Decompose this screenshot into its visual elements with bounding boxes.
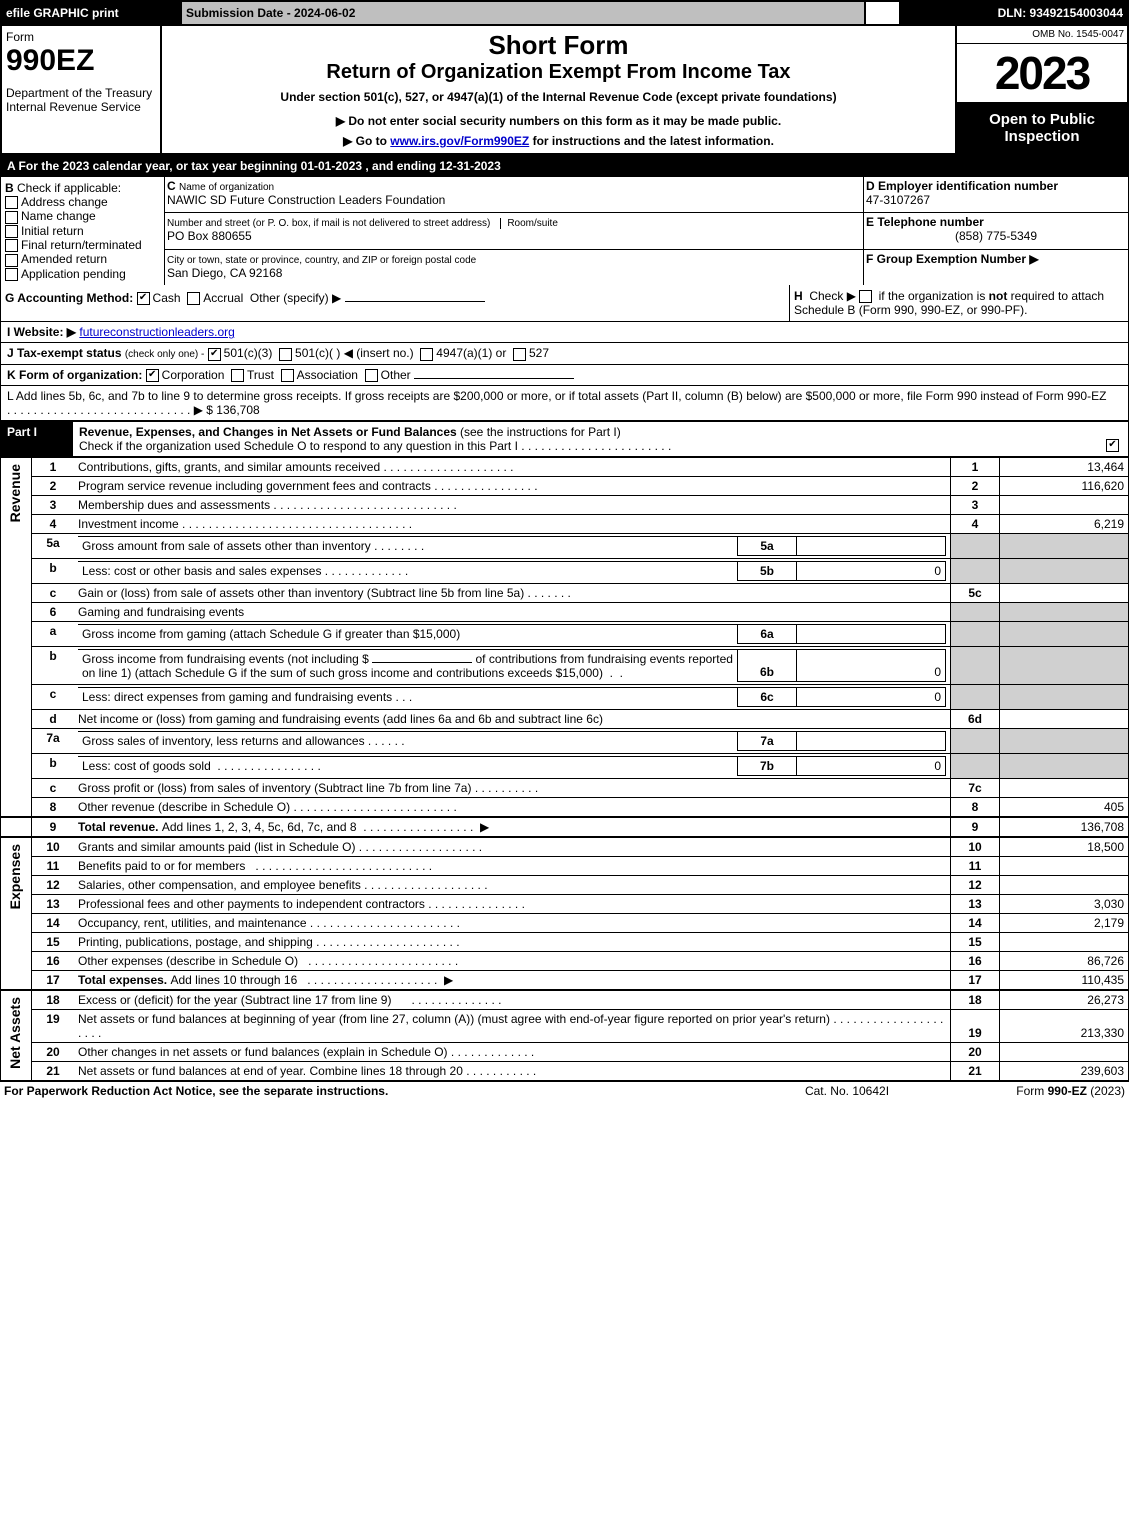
box-f: F Group Exemption Number ▶ [864,249,1129,285]
other-org-checkbox[interactable] [365,369,378,382]
ein: 47-3107267 [866,193,930,207]
gross-receipts: 136,708 [216,403,259,417]
line-13-value: 3,030 [1000,895,1129,914]
501c3-checkbox[interactable] [208,348,221,361]
line-17-value: 110,435 [1000,971,1129,991]
amended-checkbox[interactable] [5,254,18,267]
line-5a-value [797,536,946,555]
revenue-label: Revenue [5,460,25,526]
irs-label: Internal Revenue Service [6,100,156,114]
4947-checkbox[interactable] [420,348,433,361]
line-18-value: 26,273 [1000,990,1129,1010]
form-number: 990EZ [6,44,156,78]
line-20-value [1000,1043,1129,1062]
line-9-value: 136,708 [1000,817,1129,837]
line-5c-value [1000,583,1129,602]
line-g-label: G Accounting Method: [5,291,133,305]
line-k: K Form of organization: Corporation Trus… [0,365,1129,386]
final-return-checkbox[interactable] [5,239,18,252]
city-state-zip: San Diego, CA 92168 [167,266,282,280]
line-19-value: 213,330 [1000,1010,1129,1043]
initial-return-checkbox[interactable] [5,225,18,238]
app-pending-checkbox[interactable] [5,268,18,281]
line-10-value: 18,500 [1000,837,1129,857]
line-i: I Website: ▶ futureconstructionleaders.o… [0,322,1129,343]
line-7c-value [1000,779,1129,798]
goto-line: ▶ Go to www.irs.gov/Form990EZ for instru… [170,134,947,148]
under-section: Under section 501(c), 527, or 4947(a)(1)… [170,90,947,104]
line-21-value: 239,603 [1000,1062,1129,1082]
form-footer: Form 990-EZ (2023) [951,1082,1129,1100]
line-4-value: 6,219 [1000,514,1129,533]
netassets-label: Net Assets [5,993,25,1073]
sched-o-checkbox[interactable] [1106,439,1119,452]
line-7a-value [797,732,946,751]
expenses-label: Expenses [5,840,25,913]
line-8-value: 405 [1000,798,1129,818]
page-footer: For Paperwork Reduction Act Notice, see … [0,1082,1129,1100]
open-inspection: Open to Public Inspection [957,103,1127,153]
phone: (858) 775-5349 [866,229,1126,243]
501c-checkbox[interactable] [279,348,292,361]
line-h: H Check ▶ if the organization is not req… [790,285,1129,322]
irs-link[interactable]: www.irs.gov/Form990EZ [390,134,529,148]
short-form-title: Short Form [170,30,947,61]
org-name: NAWIC SD Future Construction Leaders Fou… [167,193,445,207]
line-14-value: 2,179 [1000,914,1129,933]
ssn-warning: ▶ Do not enter social security numbers o… [170,114,947,128]
line-6b-value: 0 [797,649,946,682]
submission-date: Submission Date - 2024-06-02 [181,1,865,25]
omb-number: OMB No. 1545-0047 [957,26,1127,44]
entity-block: B Check if applicable: Address change Na… [0,177,1129,285]
tax-year: 2023 [957,44,1127,103]
dept-label: Department of the Treasury [6,86,156,100]
addr-change-checkbox[interactable] [5,196,18,209]
line-3-value [1000,495,1129,514]
top-bar: efile GRAPHIC print Submission Date - 20… [0,0,1129,26]
dln: DLN: 93492154003044 [899,1,1128,25]
cash-checkbox[interactable] [137,292,150,305]
line-l: L Add lines 5b, 6c, and 7b to line 9 to … [0,386,1129,421]
box-d: D Employer identification number 47-3107… [864,177,1129,213]
part1-label: Part I [1,421,74,456]
527-checkbox[interactable] [513,348,526,361]
line-6d-value [1000,710,1129,729]
line-15-value [1000,933,1129,952]
box-e: E Telephone number (858) 775-5349 [864,213,1129,249]
line-7b-value: 0 [797,757,946,776]
efile-label[interactable]: efile GRAPHIC print [1,1,181,25]
sched-b-checkbox[interactable] [859,290,872,303]
accrual-checkbox[interactable] [187,292,200,305]
part1-title: Revenue, Expenses, and Changes in Net As… [73,421,1129,456]
line-2-value: 116,620 [1000,476,1129,495]
form-header: Form 990EZ Department of the Treasury In… [0,26,1129,155]
form-word: Form [6,30,156,44]
line-11-value [1000,857,1129,876]
website-link[interactable]: futureconstructionleaders.org [79,325,234,339]
line-1-value: 13,464 [1000,457,1129,476]
line-6c-value: 0 [797,688,946,707]
line-a: A For the 2023 calendar year, or tax yea… [0,155,1129,177]
name-change-checkbox[interactable] [5,211,18,224]
box-b: B Check if applicable: Address change Na… [1,177,165,285]
line-16-value: 86,726 [1000,952,1129,971]
corp-checkbox[interactable] [146,369,159,382]
main-title: Return of Organization Exempt From Incom… [170,61,947,84]
street: PO Box 880655 [167,229,252,243]
line-5b-value: 0 [797,561,946,580]
trust-checkbox[interactable] [231,369,244,382]
cat-no: Cat. No. 10642I [743,1082,951,1100]
line-12-value [1000,876,1129,895]
pra-notice: For Paperwork Reduction Act Notice, see … [0,1082,743,1100]
lines-table: Revenue 1 Contributions, gifts, grants, … [0,457,1129,1083]
line-6a-value [797,624,946,643]
assoc-checkbox[interactable] [281,369,294,382]
line-j: J Tax-exempt status (check only one) - 5… [0,343,1129,364]
